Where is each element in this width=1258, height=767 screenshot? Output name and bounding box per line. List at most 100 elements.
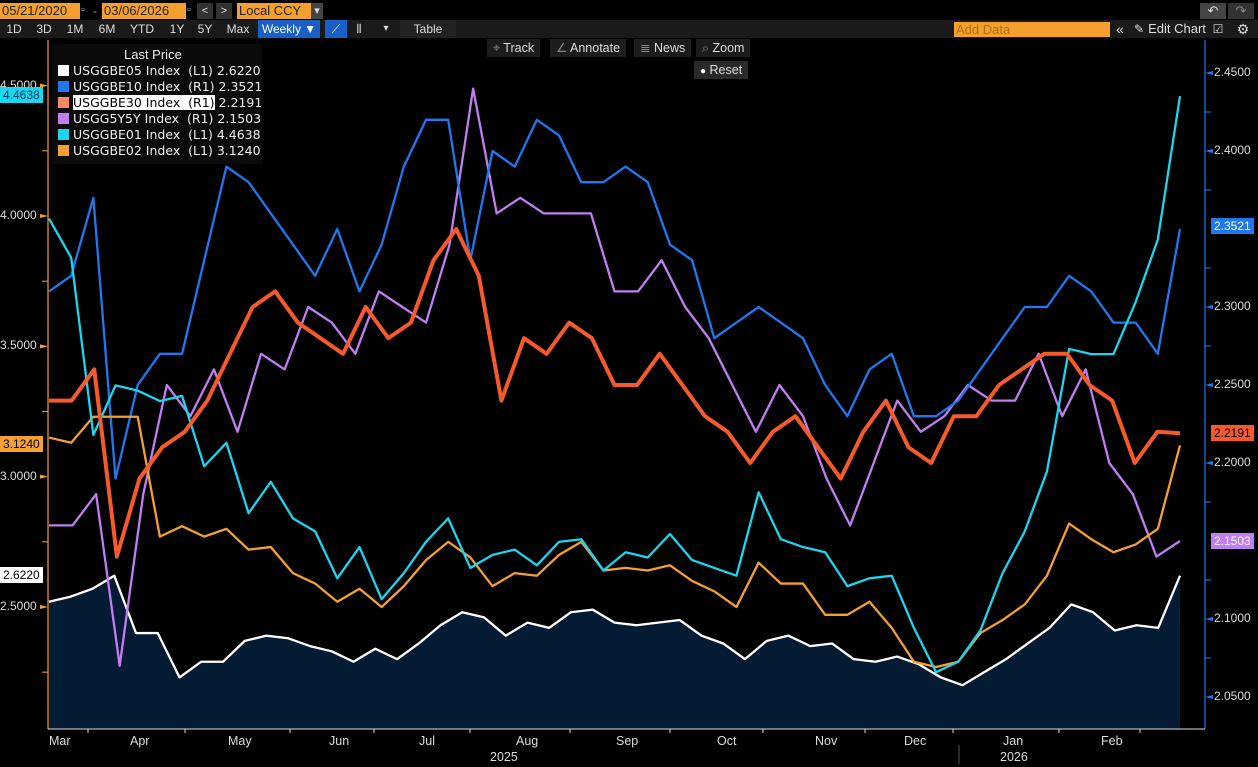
reset-label: Reset xyxy=(709,63,743,77)
settings-icon[interactable]: ⚙ xyxy=(1236,21,1250,37)
currency-select[interactable]: Local CCY xyxy=(237,3,311,19)
legend-item[interactable]: USGGBE10 Index (R1) 2.3521 xyxy=(58,79,262,95)
table-button[interactable]: Table xyxy=(400,20,456,38)
right-tick-label: 2.4500 xyxy=(1214,65,1251,79)
left-tick-mark xyxy=(40,474,48,479)
legend-last-value: 2.1503 xyxy=(213,111,262,126)
legend-item[interactable]: USGGBE02 Index (L1) 3.1240 xyxy=(58,143,261,159)
legend-item[interactable]: USGGBE30 Index (R1) 2.2191 xyxy=(58,95,262,111)
line-chart-icon[interactable]: ⟋ xyxy=(325,20,347,38)
right-tick-label: 2.1000 xyxy=(1214,611,1251,625)
last-value-tag: 2.1503 xyxy=(1211,532,1254,549)
x-tick-label: Apr xyxy=(130,734,150,748)
zoom-icon: ⌕ xyxy=(702,41,710,55)
right-tick-mark xyxy=(1205,149,1213,153)
right-tick-label: 2.0500 xyxy=(1214,689,1251,703)
last-value-tag: 3.1240 xyxy=(0,436,43,453)
x-tick-label: Jun xyxy=(329,734,350,748)
right-tick-mark xyxy=(1205,461,1213,465)
right-tick-mark xyxy=(1205,71,1213,75)
period-5y[interactable]: 5Y xyxy=(197,22,213,36)
last-value-tag: 2.2191 xyxy=(1211,425,1254,442)
legend-series-name: USGG5Y5Y Index (R1) xyxy=(73,111,214,126)
period-3d[interactable]: 3D xyxy=(36,22,52,36)
x-tick-label: Oct xyxy=(717,734,737,748)
track-label: Track xyxy=(503,41,535,55)
chart-type-dropdown-icon[interactable]: ▾ xyxy=(383,23,389,34)
x-year-label: 2025 xyxy=(490,750,518,764)
add-data-input[interactable]: Add Data xyxy=(954,22,1110,37)
legend-item[interactable]: USGG5Y5Y Index (R1) 2.1503 xyxy=(58,111,261,127)
period-ytd[interactable]: YTD xyxy=(130,22,154,36)
legend-swatch xyxy=(58,113,69,124)
legend-last-value: 2.2191 xyxy=(214,95,263,110)
left-tick-mark xyxy=(40,214,48,218)
news-button[interactable]: ≣ News xyxy=(634,39,692,57)
track-button[interactable]: ⌖ Track xyxy=(487,39,541,57)
series-line-usggbe01 xyxy=(47,95,1182,674)
next-button[interactable]: > xyxy=(216,3,232,19)
period-1m[interactable]: 1M xyxy=(66,22,84,36)
legend-series-name: USGGBE02 Index (L1) xyxy=(73,143,213,158)
period-1y[interactable]: 1Y xyxy=(169,22,185,36)
legend-swatch xyxy=(58,65,69,76)
legend-item[interactable]: USGGBE05 Index (L1) 2.6220 xyxy=(58,63,261,79)
edit-chart-button[interactable]: Edit Chart xyxy=(1148,21,1206,36)
legend-last-value: 2.3521 xyxy=(214,79,263,94)
calendar-icon[interactable]: ▫ xyxy=(187,4,191,16)
right-tick-label: 2.3000 xyxy=(1214,299,1251,313)
candlestick-icon[interactable]: ⫴ xyxy=(356,22,362,36)
x-tick-label: Feb xyxy=(1101,734,1123,748)
reset-button[interactable]: ● Reset xyxy=(694,61,749,79)
x-tick-label: Jan xyxy=(1003,734,1024,748)
period-1d[interactable]: 1D xyxy=(6,22,22,36)
right-tick-label: 2.4000 xyxy=(1214,143,1251,157)
legend-swatch xyxy=(58,145,69,156)
redo-icon[interactable]: ↷ xyxy=(1228,3,1254,19)
left-tick-mark xyxy=(40,605,48,609)
frequency-select[interactable]: Weekly ▼ xyxy=(258,20,320,38)
news-label: News xyxy=(653,41,686,55)
collapse-button[interactable]: « xyxy=(1116,21,1124,37)
x-tick-label: Sep xyxy=(616,734,639,748)
last-value-tag: 2.3521 xyxy=(1211,217,1254,234)
x-tick-label: Aug xyxy=(516,734,539,748)
left-tick-label: 3.5000 xyxy=(0,338,37,353)
legend-item[interactable]: USGGBE01 Index (L1) 4.4638 xyxy=(58,127,261,143)
right-tick-label: 2.2500 xyxy=(1214,377,1251,391)
right-tick-label: 2.2000 xyxy=(1214,455,1251,469)
annotate-label: Annotate xyxy=(570,41,621,55)
annotate-button[interactable]: ∠ Annotate xyxy=(550,39,627,57)
crosshair-icon: ⌖ xyxy=(493,41,501,55)
series-line-usggbe02 xyxy=(48,415,1182,669)
start-date-input[interactable]: 05/21/2020 xyxy=(0,3,80,19)
x-tick-label: Nov xyxy=(815,734,838,748)
last-value-tag: 2.6220 xyxy=(0,567,43,584)
last-value-tag: 4.4638 xyxy=(0,87,43,104)
legend-swatch xyxy=(58,81,69,92)
x-tick-label: May xyxy=(228,734,252,748)
x-tick-label: Mar xyxy=(49,734,71,748)
news-icon: ≣ xyxy=(640,41,651,55)
right-tick-mark xyxy=(1205,617,1213,621)
edit-legend-icon[interactable]: ☑ xyxy=(1212,22,1224,36)
period-max[interactable]: Max xyxy=(226,22,250,36)
prev-button[interactable]: < xyxy=(197,3,213,19)
date-separator: - xyxy=(93,4,97,18)
currency-dropdown-icon[interactable]: ▾ xyxy=(311,3,323,19)
legend-header: Last Price xyxy=(124,47,182,62)
series-line-usggbe05 xyxy=(48,574,1182,687)
zoom-button[interactable]: ⌕ Zoom xyxy=(696,39,751,57)
legend-last-value: 3.1240 xyxy=(212,143,261,158)
undo-icon[interactable]: ↶ xyxy=(1200,3,1226,19)
series-line-usggbe10 xyxy=(48,118,1182,480)
calendar-icon[interactable]: ▫ xyxy=(81,4,85,16)
annotate-icon: ∠ xyxy=(556,41,568,55)
x-year-label: 2026 xyxy=(1000,750,1028,764)
zoom-label: Zoom xyxy=(712,41,745,55)
series-area-usggbe05 xyxy=(49,575,1180,729)
left-tick-label: 4.0000 xyxy=(0,208,37,222)
end-date-input[interactable]: 03/06/2026 xyxy=(102,3,186,19)
legend-last-value: 2.6220 xyxy=(212,63,261,78)
period-6m[interactable]: 6M xyxy=(98,22,116,36)
